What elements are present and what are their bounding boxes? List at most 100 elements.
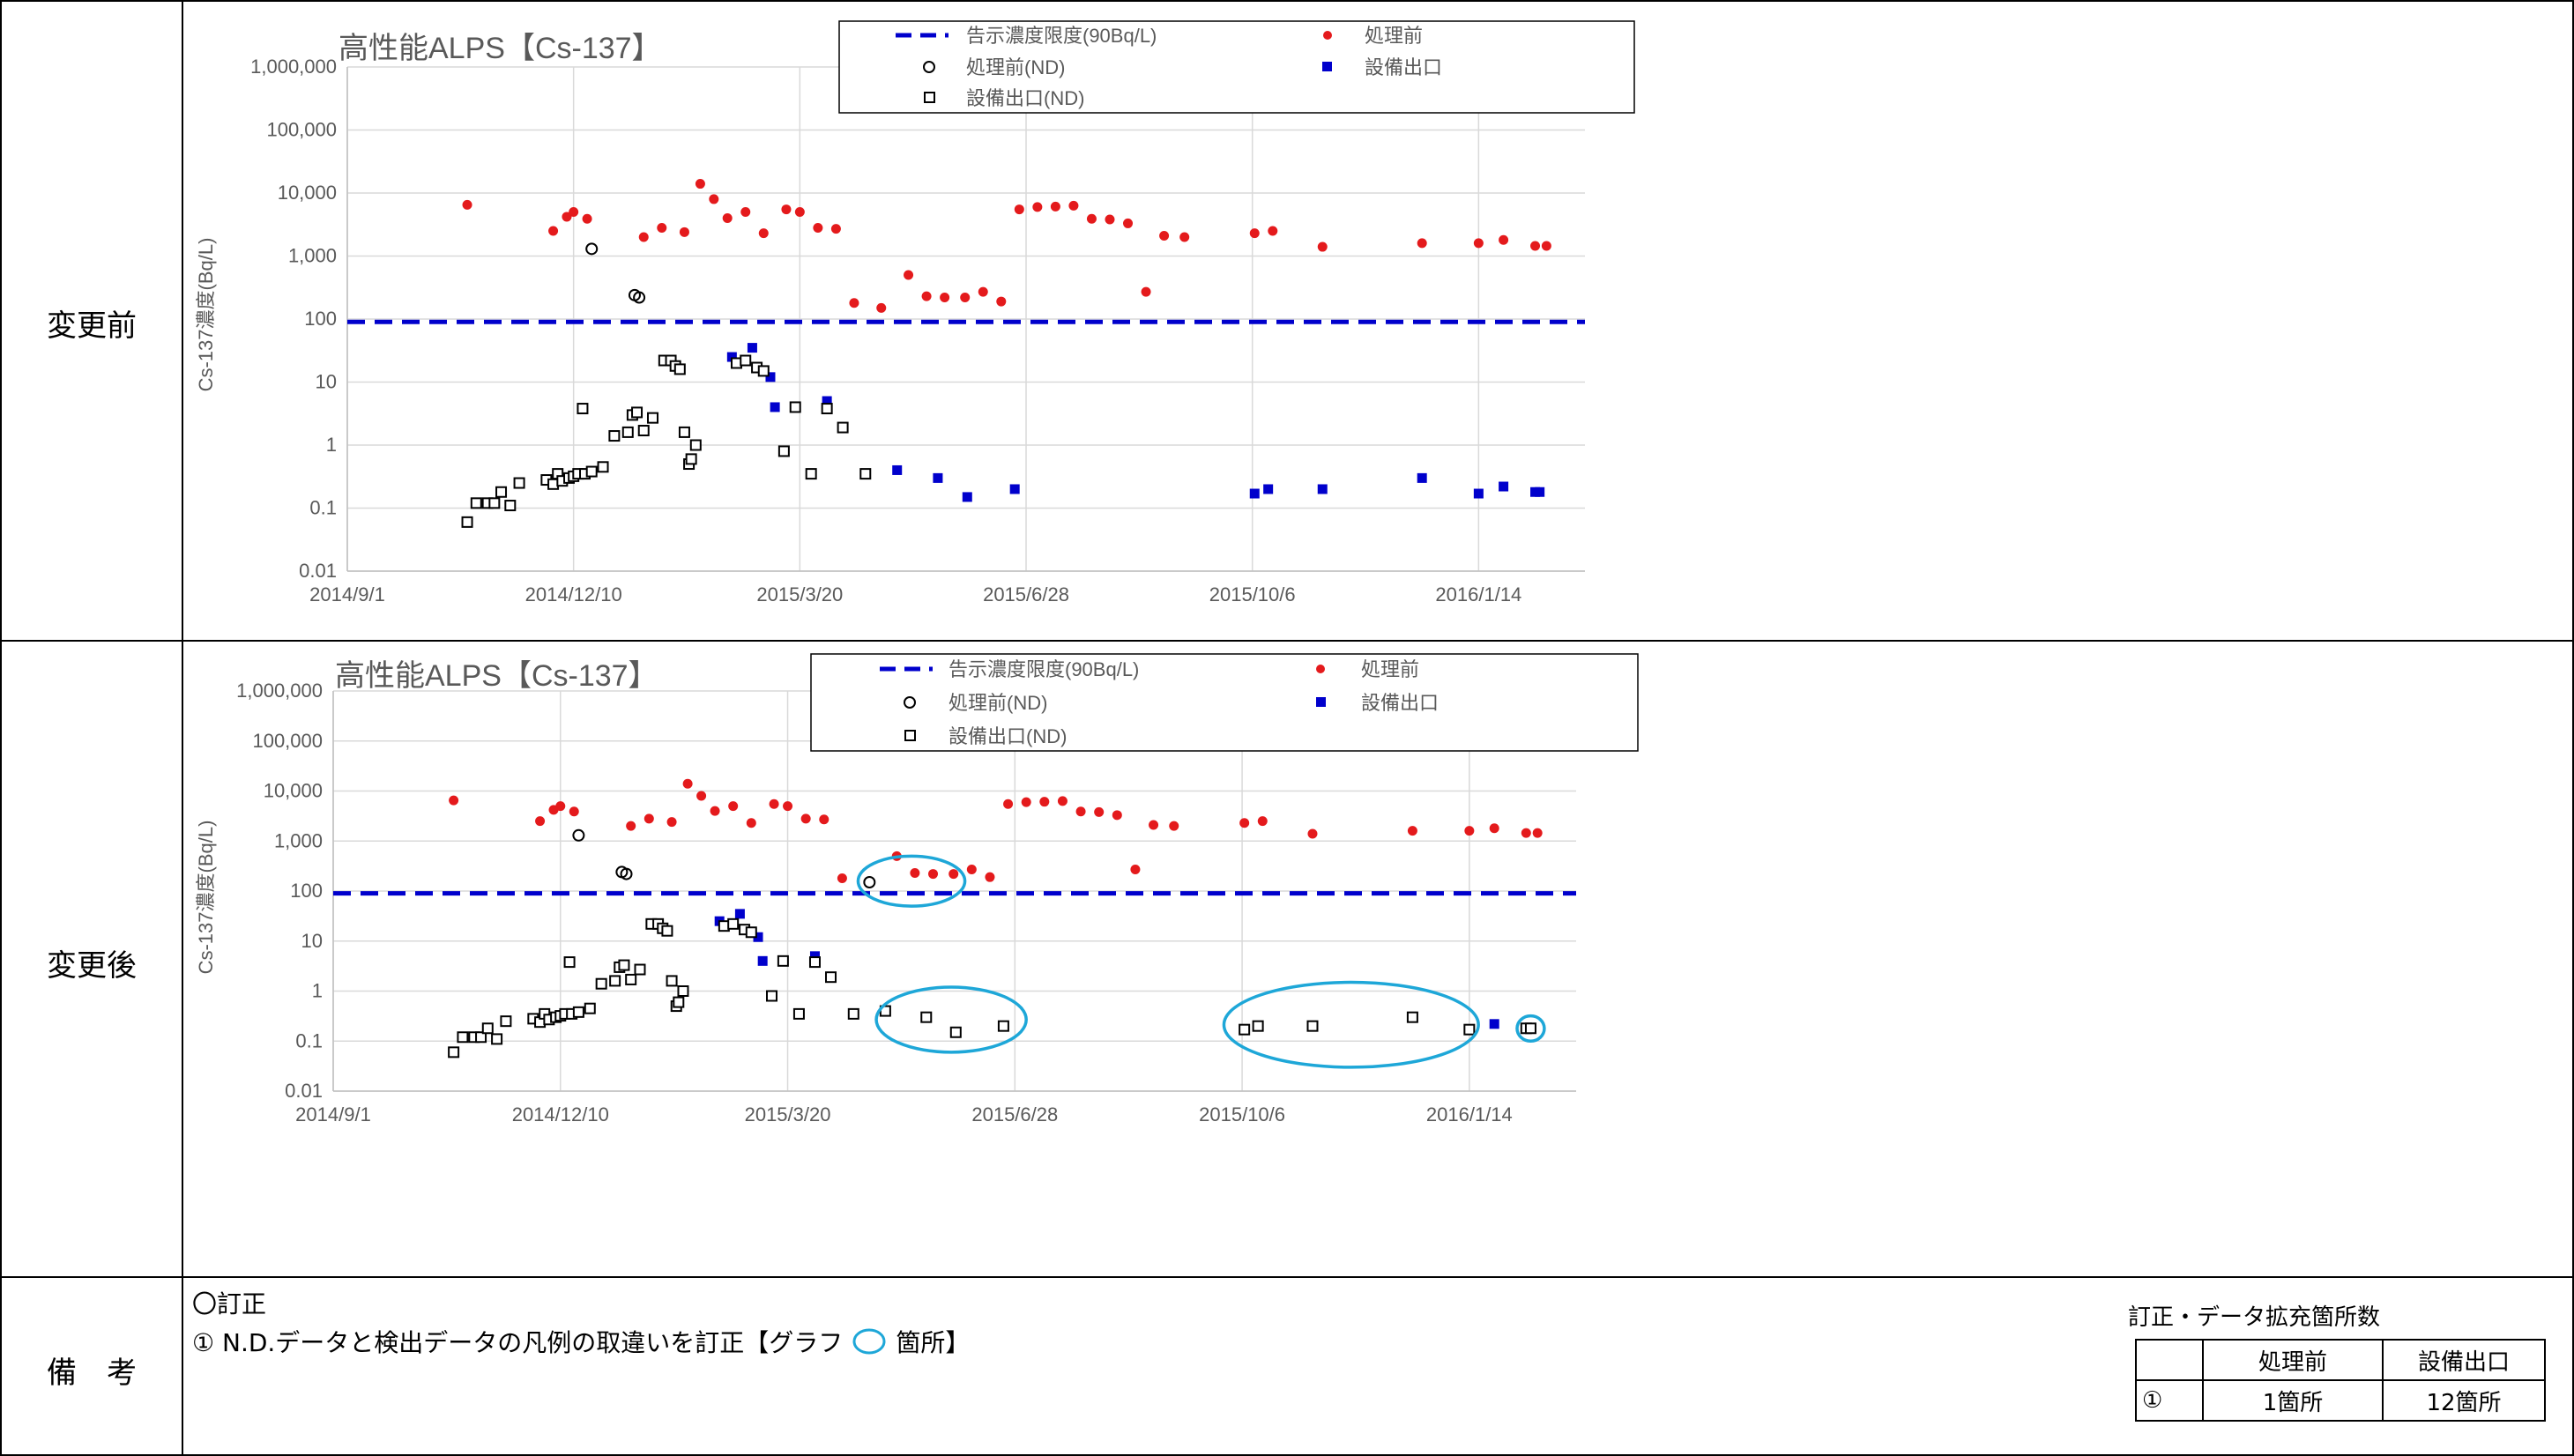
x-tick-label: 2014/12/10 <box>525 583 622 605</box>
notes-line-1-text: ① N.D.データと検出データの凡例の取違いを訂正【グラフ <box>192 1328 844 1357</box>
x-tick-label: 2014/9/1 <box>295 1103 371 1125</box>
data-point-pre <box>1268 226 1278 236</box>
data-point-pre <box>1039 797 1050 807</box>
data-point-pre <box>555 801 566 812</box>
data-point-outlet-nd <box>677 985 689 997</box>
data-point-pre <box>1257 816 1268 827</box>
notes-heading: 〇訂正 <box>192 1289 267 1319</box>
data-point-pre <box>1086 213 1097 224</box>
data-point-outlet-nd <box>461 516 473 528</box>
legend-pre-swatch <box>1323 31 1332 40</box>
data-point-pre <box>813 223 823 234</box>
y-tick-label: 10 <box>301 930 323 952</box>
x-tick-label: 2015/10/6 <box>1209 583 1296 605</box>
data-point-outlet-nd <box>837 421 849 434</box>
x-tick-label: 2015/3/20 <box>745 1103 831 1125</box>
data-point-outlet-nd <box>920 1011 933 1023</box>
legend-pre-nd-label: 処理前(ND) <box>949 692 1047 714</box>
data-point-outlet-nd <box>488 497 501 509</box>
chart-legend: 告示濃度限度(90Bq/L) 処理前 処理前(ND) 設備出口 設備出口(ND) <box>810 653 1639 752</box>
data-point-outlet-nd <box>777 445 790 457</box>
data-point-pre <box>769 799 779 809</box>
row-label-after: 変更後 <box>47 948 137 984</box>
legend-outlet-swatch <box>1322 62 1332 71</box>
legend-outlet-nd-swatch <box>904 730 916 741</box>
data-point-outlet-nd <box>577 403 589 415</box>
data-point-outlet-nd <box>495 486 508 498</box>
data-point-pre <box>781 204 792 215</box>
data-point-pre <box>978 286 988 297</box>
notes-line-1: ① N.D.データと検出データの凡例の取違いを訂正【グラフ 箇所】 <box>192 1324 970 1359</box>
data-point-outlet <box>770 402 780 412</box>
data-point-pre <box>644 813 654 824</box>
data-point-outlet-nd <box>1406 1011 1418 1023</box>
table-header-cell <box>2135 1339 2204 1381</box>
data-point-pre <box>1141 286 1151 297</box>
data-point-outlet-nd <box>666 975 678 987</box>
data-point-pre <box>1541 241 1551 251</box>
data-point-pre <box>1169 821 1179 831</box>
x-tick-label: 2015/3/20 <box>756 583 843 605</box>
data-point-pre <box>1130 865 1141 875</box>
data-point-pre <box>1417 238 1427 249</box>
data-point-pre <box>728 801 739 812</box>
chart-title: 高性能ALPS【Cs-137】 <box>335 659 658 693</box>
data-point-pre <box>679 227 689 237</box>
data-point-pre <box>837 873 847 884</box>
data-point-outlet-nd <box>727 917 740 930</box>
data-point-pre <box>722 212 733 223</box>
data-point-outlet-nd <box>808 956 821 969</box>
data-point-pre <box>910 867 920 878</box>
data-point-pre <box>1489 823 1499 834</box>
data-point-outlet <box>1535 487 1545 497</box>
data-point-outlet-nd <box>585 465 598 478</box>
data-point-outlet-nd <box>673 363 686 375</box>
data-point-pre <box>1239 818 1250 828</box>
y-tick-label: 10 <box>316 371 337 393</box>
data-point-outlet-nd <box>637 425 650 437</box>
data-point-outlet-nd <box>608 430 621 442</box>
data-point-outlet-nd <box>584 1002 596 1014</box>
label-column-divider <box>182 0 183 1456</box>
data-point-pre <box>1003 799 1014 809</box>
highlight-ellipse-icon <box>852 1328 886 1355</box>
data-point-pre <box>709 194 719 204</box>
data-point-pre <box>710 806 720 816</box>
data-point-outlet-nd <box>825 971 837 984</box>
data-point-pre <box>904 270 914 280</box>
data-point-outlet-nd <box>647 412 659 424</box>
correction-table-caption: 訂正・データ拡充箇所数 <box>2128 1304 2381 1331</box>
data-point-pre <box>740 207 751 218</box>
data-point-pre <box>535 816 546 827</box>
legend-pre-swatch <box>1316 665 1325 673</box>
data-point-outlet <box>1489 1019 1499 1029</box>
chart-before: 0.01 0.1 1 10 100 1,000 10,000 100,000 1,000,000… <box>195 20 1635 605</box>
y-tick-label: 1,000 <box>274 829 323 851</box>
data-point-outlet <box>809 951 820 962</box>
data-point-pre <box>819 814 829 825</box>
data-point-pre <box>562 212 572 222</box>
data-point-outlet-nd <box>777 955 789 967</box>
data-point-pre <box>940 293 950 303</box>
data-point-outlet-nd <box>609 975 621 987</box>
legend-limit-label: 告示濃度限度(90Bq/L) <box>966 25 1157 47</box>
data-point-pre <box>1521 828 1531 838</box>
data-point-pre <box>1032 202 1043 212</box>
legend-outlet-label: 設備出口 <box>1365 56 1442 78</box>
data-point-outlet-nd <box>504 500 517 512</box>
data-point-pre <box>1179 232 1190 242</box>
legend-outlet-nd-label: 設備出口(ND) <box>949 725 1067 747</box>
legend-box <box>810 653 1639 752</box>
data-point-outlet-nd <box>491 1033 503 1045</box>
legend-outlet-swatch <box>1316 697 1326 707</box>
correction-table-block: 訂正・データ拡充箇所数 処理前 設備出口 ① 1箇所 12箇所 <box>2128 1299 2546 1422</box>
chart-after: 0.01 0.1 1 10 100 1,000 10,000 100,000 1,000,000… <box>195 653 1639 1125</box>
data-point-outlet-nd <box>597 461 609 473</box>
data-point-pre <box>696 791 707 801</box>
x-tick-label: 2015/10/6 <box>1199 1103 1285 1125</box>
data-point-outlet <box>892 464 903 475</box>
y-axis-label: Cs-137濃度(Bq/L) <box>195 238 217 392</box>
legend-box <box>838 20 1635 114</box>
data-point-outlet-nd <box>631 406 644 419</box>
data-point-outlet-nd <box>595 977 607 990</box>
